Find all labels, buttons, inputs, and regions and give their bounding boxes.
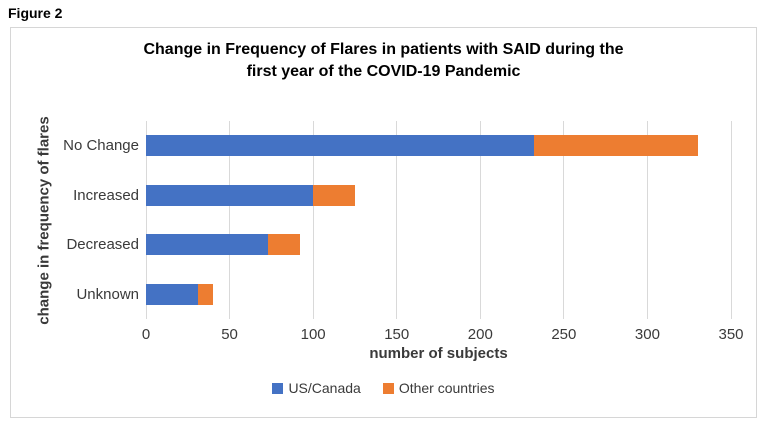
x-tick-label-50: 50	[221, 326, 238, 343]
chart-title-line-1: Change in Frequency of Flares in patient…	[143, 41, 624, 58]
chart-container: Change in Frequency of Flares in patient…	[10, 27, 757, 418]
category-label-no-change: No Change	[63, 137, 139, 155]
bar-segment-us-canada-decreased	[146, 234, 268, 256]
x-tick-label-0: 0	[141, 326, 151, 343]
legend-swatch-us-canada	[272, 382, 284, 394]
gridline-x-50	[229, 121, 231, 319]
x-tick-label-300: 300	[634, 326, 660, 343]
x-tick-label-350: 350	[718, 326, 744, 343]
legend-swatch-other-countries	[382, 382, 394, 394]
category-label-decreased: Decreased	[66, 236, 139, 254]
figure-label: Figure 2	[8, 5, 63, 21]
chart-title-line-2: first year of the COVID-19 Pandemic	[246, 63, 521, 80]
bar-row-decreased	[146, 234, 300, 256]
category-label-increased: Increased	[73, 186, 139, 204]
x-axis-label: number of subjects	[369, 345, 508, 362]
legend-label-other-countries: Other countries	[398, 380, 495, 396]
bar-segment-us-canada-unknown	[146, 283, 198, 305]
bar-row-unknown	[146, 283, 213, 305]
gridline-x-100	[312, 121, 314, 319]
legend-label-us-canada: US/Canada	[288, 380, 361, 396]
legend-item-other-countries: Other countries	[382, 380, 495, 396]
bar-segment-other-countries-increased	[313, 184, 355, 206]
gridline-x-250	[563, 121, 565, 319]
gridline-x-200	[479, 121, 481, 319]
gridline-x-300	[646, 121, 648, 319]
x-tick-label-150: 150	[384, 326, 410, 343]
legend-item-us-canada: US/Canada	[272, 380, 361, 396]
bar-row-no-change	[146, 135, 698, 157]
bar-segment-other-countries-decreased	[268, 234, 300, 256]
gridline-x-0	[145, 121, 147, 319]
category-label-unknown: Unknown	[76, 285, 139, 303]
bar-segment-us-canada-increased	[146, 184, 314, 206]
chart-title: Change in Frequency of Flares in patient…	[11, 39, 756, 83]
bar-segment-other-countries-unknown	[197, 283, 213, 305]
legend: US/Canada Other countries	[11, 380, 756, 396]
bar-segment-other-countries-no-change	[533, 135, 698, 157]
plot-area: 0 50 100 150 200 250 300 350 No Change Increased D…	[63, 121, 744, 343]
gridline-x-150	[396, 121, 398, 319]
bar-segment-us-canada-no-change	[146, 135, 534, 157]
bar-row-increased	[146, 184, 355, 206]
x-tick-label-200: 200	[467, 326, 493, 343]
x-tick-label-100: 100	[300, 326, 326, 343]
x-tick-label-250: 250	[551, 326, 577, 343]
gridline-x-350	[730, 121, 732, 319]
